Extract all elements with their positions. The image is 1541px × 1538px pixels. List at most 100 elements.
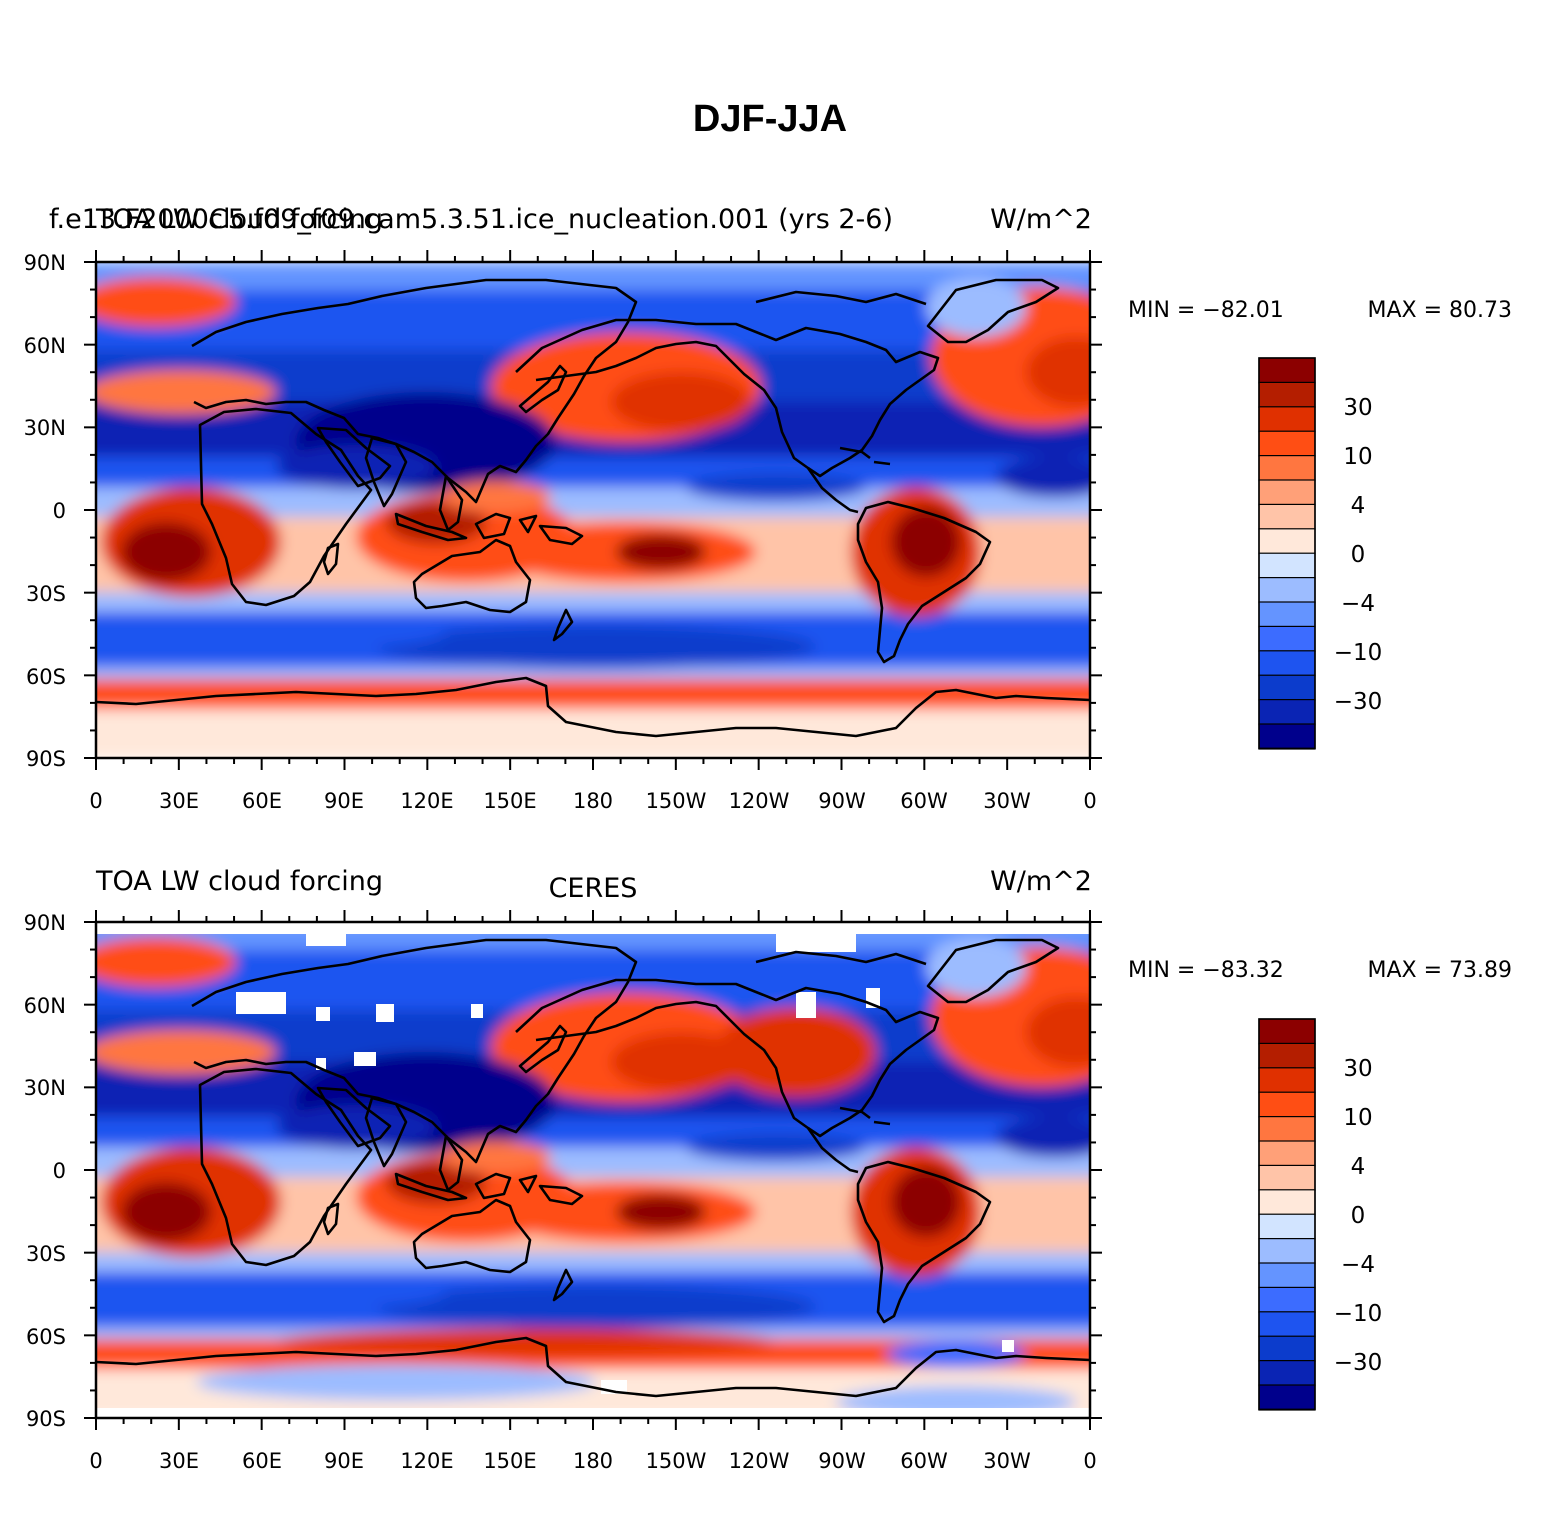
colorbar-label: 10 <box>1343 444 1372 470</box>
missing-data-cell <box>306 930 346 946</box>
colorbar-box <box>1258 1311 1316 1338</box>
colorbar-label: 30 <box>1343 395 1372 421</box>
colorbar-box <box>1258 503 1316 530</box>
missing-data-cell <box>236 992 286 1014</box>
lon-label: 0 <box>1083 789 1096 813</box>
lat-label: 60N <box>24 334 66 358</box>
max-value-label: MAX = 80.73 <box>1367 298 1512 323</box>
map-ticks <box>84 250 1102 770</box>
colorbar-box <box>1258 1213 1316 1240</box>
lon-label: 0 <box>89 1449 102 1473</box>
colorbar-label: 4 <box>1351 493 1366 519</box>
colorbar-label: −10 <box>1334 640 1383 666</box>
lon-label: 120E <box>400 789 453 813</box>
colorbar-box <box>1258 455 1316 482</box>
map-ticks <box>84 910 1102 1430</box>
colorbar-box <box>1258 1359 1316 1387</box>
colorbar-label: 10 <box>1343 1105 1372 1131</box>
lon-label: 120W <box>729 789 790 813</box>
colorbar-box <box>1258 381 1316 408</box>
colorbar-box <box>1258 528 1316 555</box>
colorbar-box <box>1258 552 1316 579</box>
colorbar-label: −30 <box>1334 689 1383 715</box>
contour-fill <box>96 922 1090 1418</box>
missing-data-cell <box>796 992 816 1018</box>
lat-label: 0 <box>53 1159 66 1183</box>
min-value-label: MIN = −83.32 <box>1128 958 1284 983</box>
lat-label: 0 <box>53 499 66 523</box>
lon-label: 0 <box>1083 1449 1096 1473</box>
lon-label: 60E <box>242 1449 282 1473</box>
lon-label: 120E <box>400 1449 453 1473</box>
colorbar: 30 10 4 0 −4 −10 −30 <box>1258 1018 1382 1411</box>
contour-fill <box>96 262 1090 758</box>
lon-label: 60E <box>242 789 282 813</box>
colorbar-box <box>1258 406 1316 433</box>
panel-left-label-overlap: TOA LW cloud forcing <box>95 204 383 235</box>
max-value-label: MAX = 73.89 <box>1367 958 1512 983</box>
colorbar-box <box>1258 1018 1316 1045</box>
colorbar-box <box>1258 650 1316 677</box>
min-value-label: MIN = −82.01 <box>1128 298 1284 323</box>
map-field-model <box>96 262 1090 758</box>
missing-data-area <box>96 1408 1090 1418</box>
colorbar-box <box>1258 674 1316 701</box>
lon-label: 60W <box>900 789 948 813</box>
colorbar-box <box>1258 1262 1316 1289</box>
colorbar-label: −4 <box>1341 591 1375 617</box>
lon-label: 90W <box>818 789 866 813</box>
colorbar-box <box>1258 576 1316 604</box>
colorbar-box <box>1258 625 1316 653</box>
lat-label: 60S <box>26 1325 66 1349</box>
lat-label: 90N <box>24 251 66 275</box>
panel-left-label: TOA LW cloud forcing <box>95 866 383 897</box>
colorbar-box <box>1258 430 1316 457</box>
lon-label: 90E <box>324 789 364 813</box>
lon-axis-labels: 0 30E 60E 90E 120E 150E 180 150W 120W 90… <box>89 1449 1096 1473</box>
colorbar-box <box>1258 698 1316 726</box>
lon-label: 180 <box>573 1449 613 1473</box>
lat-axis-labels: 90N 60N 30N 0 30S 60S 90S <box>24 911 66 1431</box>
map-field-observation <box>96 922 1090 1418</box>
missing-data-cell <box>776 932 856 952</box>
lat-label: 90S <box>26 747 66 771</box>
colorbar-box <box>1258 1140 1316 1167</box>
lon-label: 0 <box>89 789 102 813</box>
colorbar-box <box>1258 1237 1316 1265</box>
lon-label: 90W <box>818 1449 866 1473</box>
colorbar-box <box>1258 479 1316 506</box>
lat-axis-labels: 90N 60N 30N 0 30S 60S 90S <box>24 251 66 771</box>
colorbar-box <box>1258 601 1316 628</box>
missing-data-cell <box>376 1004 394 1022</box>
lon-label: 150W <box>646 1449 707 1473</box>
missing-data-cell <box>471 1004 483 1018</box>
panel-left-label: f.e13.F2000C5.f09_f09.cam5.3.51.ice_nucl… <box>49 204 893 235</box>
lon-label: 90E <box>324 1449 364 1473</box>
lon-label: 150W <box>646 789 707 813</box>
colorbar-box <box>1258 1091 1316 1118</box>
lon-label: 60W <box>900 1449 948 1473</box>
missing-data-cell <box>316 1058 326 1070</box>
lat-label: 60N <box>24 994 66 1018</box>
lon-label: 150E <box>483 789 536 813</box>
missing-data-cell <box>1002 1340 1014 1352</box>
colorbar-label: 0 <box>1351 1203 1366 1229</box>
colorbar-box <box>1258 1164 1316 1192</box>
panel-model: TOA LW cloud forcing f.e13.F2000C5.f09_f… <box>24 204 1512 813</box>
lat-label: 60S <box>26 665 66 689</box>
colorbar-box <box>1258 357 1316 384</box>
panel-units-label: W/m^2 <box>990 204 1092 235</box>
lon-label: 30W <box>983 1449 1031 1473</box>
colorbar-label: −4 <box>1341 1252 1375 1278</box>
lat-label: 30N <box>24 416 66 440</box>
panel-center-label: CERES <box>549 873 638 904</box>
lat-label: 90N <box>24 911 66 935</box>
figure-title: DJF-JJA <box>693 98 847 140</box>
lon-label: 180 <box>573 789 613 813</box>
colorbar-box <box>1258 1042 1316 1070</box>
lon-label: 30W <box>983 789 1031 813</box>
lat-label: 30S <box>26 582 66 606</box>
panel-observation: TOA LW cloud forcing CERES W/m^2 90N 60N… <box>24 866 1512 1473</box>
colorbar-box <box>1258 1115 1316 1143</box>
